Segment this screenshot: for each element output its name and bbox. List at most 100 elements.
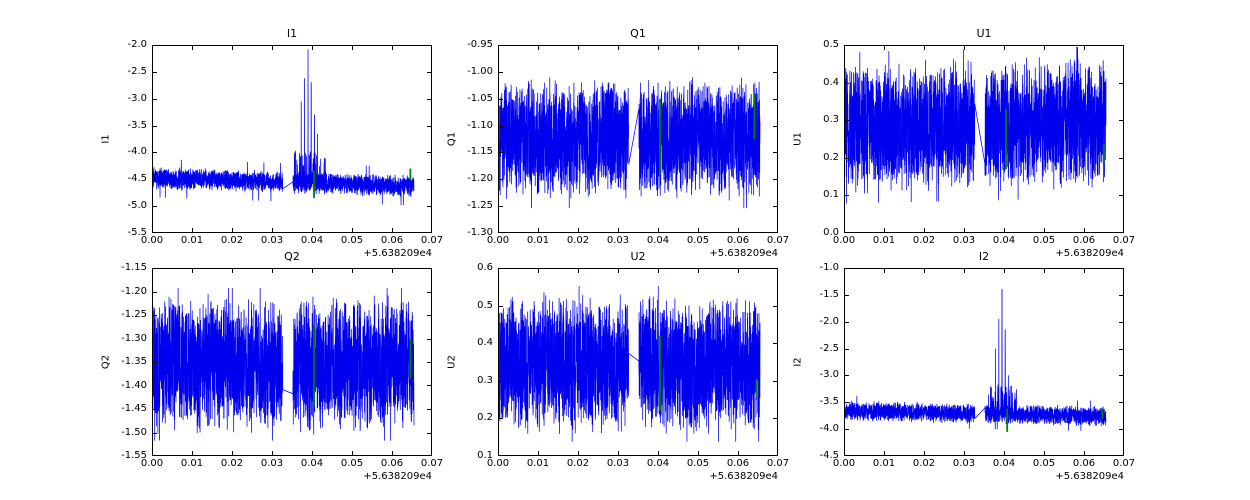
x-tick-label: 0.07 (420, 458, 444, 469)
subplot-q1: Q1 Q1 -1.30 -1.25 -1.20 -1.15 -1.10 -1.05 -1.0… (447, 28, 790, 260)
x-tick-label: 0.00 (832, 235, 856, 246)
y-tick-label: -1.20 (121, 285, 147, 297)
x-tick-label: 0.00 (140, 458, 164, 469)
x-tick-label: 0.04 (646, 458, 670, 469)
x-tick-label: 0.05 (1032, 235, 1056, 246)
y-tick-label: 0.2 (823, 151, 839, 163)
y-tick-label: -2.0 (127, 39, 147, 50)
y-tick-label: -1.50 (121, 426, 147, 438)
y-tick-label: -2.5 (127, 65, 147, 77)
y-tick-label: -1.20 (467, 173, 493, 185)
y-tick-labels: -4.5 -4.0 -3.5 -3.0 -2.5 -2.0 -1.5 -1.0 (802, 262, 844, 461)
x-offset-label: +5.638209e4 (363, 471, 432, 482)
plot-title: U1 (976, 27, 992, 40)
x-tick-label: 0.04 (992, 458, 1016, 469)
plot-canvas (152, 45, 432, 233)
y-tick-label: 0.4 (823, 76, 839, 88)
y-tick-label: -3.0 (819, 369, 839, 381)
plot-canvas (844, 268, 1124, 456)
x-tick-label: 0.07 (766, 235, 790, 246)
y-tick-label: -1.25 (121, 309, 147, 320)
x-tick-labels: 0.00 0.01 0.02 0.03 0.04 0.05 0.06 0.07 (141, 233, 443, 247)
y-tick-label: -1.15 (121, 262, 147, 273)
x-tick-labels: 0.00 0.01 0.02 0.03 0.04 0.05 0.06 0.07 (487, 456, 789, 470)
y-tick-label: -1.30 (467, 227, 493, 238)
x-tick-label: 0.02 (566, 235, 590, 246)
x-tick-label: 0.02 (566, 458, 590, 469)
y-tick-label: -1.25 (467, 200, 493, 212)
y-tick-label: 0.1 (477, 450, 493, 461)
plot-canvas (844, 45, 1124, 233)
y-tick-label: -2.0 (819, 315, 839, 327)
x-tick-labels: 0.00 0.01 0.02 0.03 0.04 0.05 0.06 0.07 (141, 456, 443, 470)
x-tick-label: 0.05 (686, 458, 710, 469)
x-tick-label: 0.03 (952, 458, 976, 469)
plot-canvas (498, 45, 778, 233)
x-tick-label: 0.04 (300, 235, 324, 246)
y-tick-label: -1.55 (121, 450, 147, 461)
x-tick-label: 0.06 (380, 458, 404, 469)
x-tick-label: 0.05 (1032, 458, 1056, 469)
y-tick-label: 0.0 (823, 227, 839, 238)
x-tick-label: 0.07 (1112, 235, 1136, 246)
y-tick-label: -1.5 (819, 288, 839, 300)
x-tick-label: 0.06 (380, 235, 404, 246)
y-tick-label: -2.5 (819, 342, 839, 354)
y-tick-label: 0.2 (477, 412, 493, 424)
x-tick-label: 0.06 (1072, 458, 1096, 469)
y-tick-label: -1.40 (121, 379, 147, 391)
plot-canvas (152, 268, 432, 456)
x-tick-label: 0.02 (220, 235, 244, 246)
y-tick-label: -1.45 (121, 403, 147, 414)
y-tick-label: -1.05 (467, 92, 493, 104)
y-tick-label: -3.5 (127, 119, 147, 131)
y-tick-label: 0.4 (477, 337, 493, 349)
x-tick-label: 0.05 (686, 235, 710, 246)
y-tick-label: 0.1 (823, 189, 839, 201)
x-offset-label: +5.638209e4 (1055, 471, 1124, 482)
x-tick-label: 0.03 (606, 458, 630, 469)
y-tick-label: -0.95 (467, 39, 493, 50)
x-tick-labels: 0.00 0.01 0.02 0.03 0.04 0.05 0.06 0.07 (833, 456, 1135, 470)
y-tick-labels: 0.1 0.2 0.3 0.4 0.5 0.6 (456, 262, 498, 461)
y-tick-label: -1.35 (121, 356, 147, 367)
x-tick-labels: 0.00 0.01 0.02 0.03 0.04 0.05 0.06 0.07 (487, 233, 789, 247)
x-tick-label: 0.03 (260, 235, 284, 246)
plot-title: I1 (286, 27, 298, 40)
x-tick-label: 0.02 (220, 458, 244, 469)
subplot-u1: U1 U1 0.0 0.1 0.2 0.3 0.4 0.5 0.00 0.01 0.02 0.0… (793, 28, 1136, 260)
x-tick-label: 0.07 (766, 458, 790, 469)
x-tick-label: 0.00 (140, 235, 164, 246)
x-tick-label: 0.01 (526, 235, 550, 246)
y-tick-labels: -5.5 -5.0 -4.5 -4.0 -3.5 -3.0 -2.5 -2.0 (110, 39, 152, 238)
y-tick-label: -4.5 (127, 173, 147, 185)
x-tick-label: 0.03 (952, 235, 976, 246)
x-tick-label: 0.03 (260, 458, 284, 469)
plot-title: I2 (978, 250, 990, 263)
y-tick-label: 0.5 (477, 299, 493, 311)
y-tick-label: -4.0 (127, 146, 147, 158)
y-tick-label: -1.10 (467, 119, 493, 131)
y-tick-label: -4.0 (819, 423, 839, 435)
y-tick-labels: -1.30 -1.25 -1.20 -1.15 -1.10 -1.05 -1.00 -0.95 (456, 39, 498, 238)
x-tick-labels: 0.00 0.01 0.02 0.03 0.04 0.05 0.06 0.07 (833, 233, 1135, 247)
x-tick-label: 0.06 (726, 235, 750, 246)
y-tick-label: 0.3 (477, 374, 493, 386)
x-tick-label: 0.07 (1112, 458, 1136, 469)
x-offset-label: +5.638209e4 (709, 471, 778, 482)
y-tick-label: -3.5 (819, 396, 839, 408)
x-tick-label: 0.00 (486, 458, 510, 469)
x-tick-label: 0.00 (486, 235, 510, 246)
y-tick-label: 0.6 (477, 262, 493, 273)
subplot-i1: I1 I1 -5.5 -5.0 -4.5 -4.0 -3.5 -3.0 -2.5 -2.0 0… (101, 28, 444, 260)
plot-title: U2 (630, 250, 646, 263)
x-tick-label: 0.02 (912, 458, 936, 469)
x-tick-label: 0.01 (872, 458, 896, 469)
y-tick-labels: -1.55 -1.50 -1.45 -1.40 -1.35 -1.30 -1.25 -1.20… (110, 262, 152, 461)
y-tick-label: -5.5 (127, 227, 147, 238)
subplot-i2: I2 I2 -4.5 -4.0 -3.5 -3.0 -2.5 -2.0 -1.5 -1.0 0… (793, 251, 1136, 483)
y-tick-label: -3.0 (127, 92, 147, 104)
x-tick-label: 0.05 (340, 235, 364, 246)
x-tick-label: 0.04 (646, 235, 670, 246)
x-tick-label: 0.01 (180, 458, 204, 469)
